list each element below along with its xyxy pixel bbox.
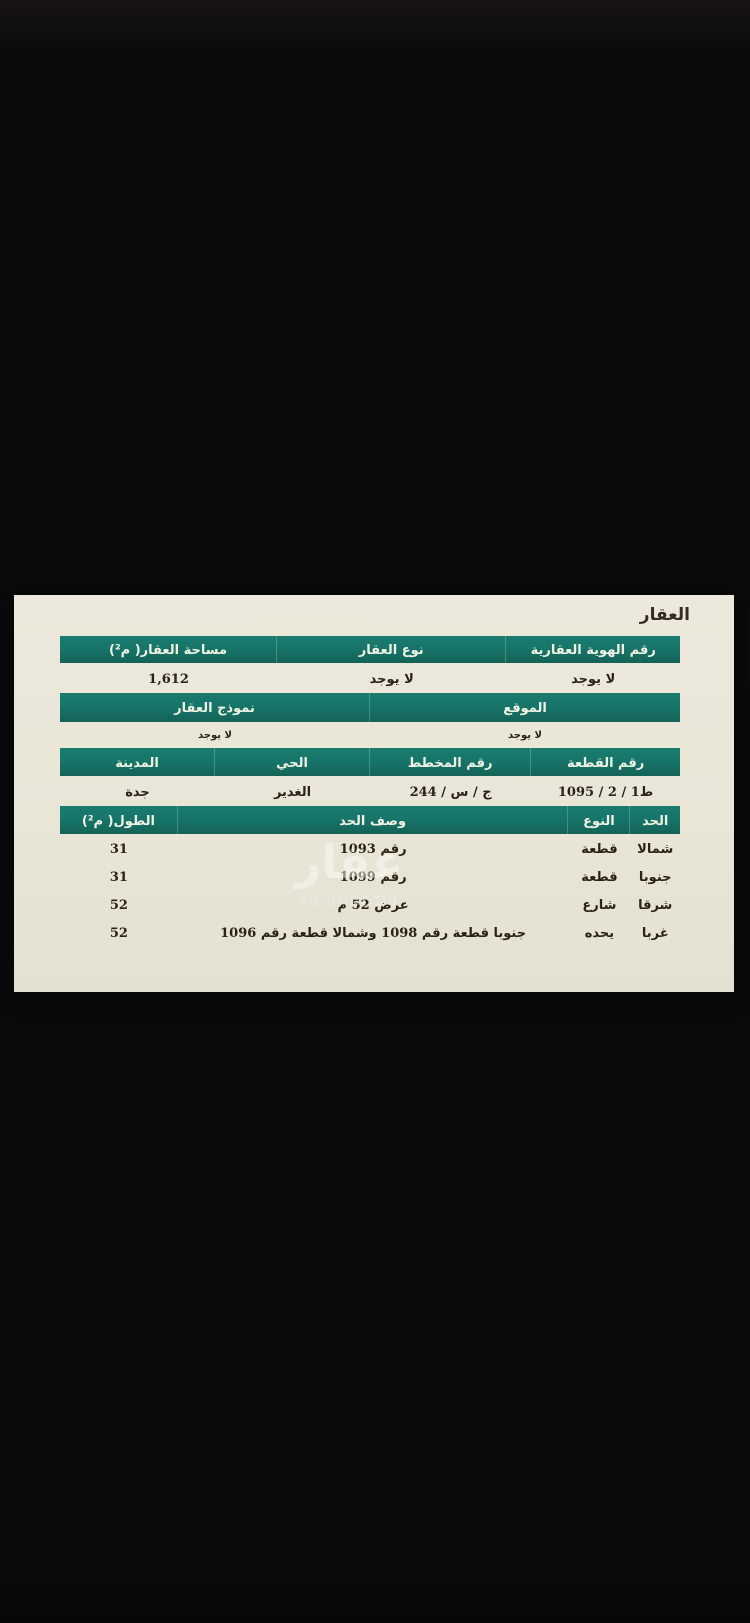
boundary-row-north: شمالا قطعة رقم 1093 31 [60,834,680,862]
boundary-description: رقم 1099 [339,869,407,885]
boundaries-header-row: الحد النوع وصف الحد الطول( م²) [60,806,680,834]
tables-container: رقم الهوية العقارية نوع العقار مساحة الع… [60,636,680,946]
value-plan-number: ج / س / 244 [409,784,492,800]
boundary-side: غربا [641,925,669,941]
plot-values-row: ط1 / 2 / 1095 ج / س / 244 الغدير جدة [60,776,680,806]
boundary-description: رقم 1093 [339,841,407,857]
boundary-row-south: جنوبا قطعة رقم 1099 31 [60,862,680,890]
location-values-row: لا يوجد لا يوجد [60,722,680,748]
property-document: العقار رقم الهوية العقارية نوع العقار مس… [14,595,734,992]
header-district: الحي [215,748,371,776]
value-city: جدة [125,784,150,800]
value-property-model: لا يوجد [198,730,232,741]
value-district: الغدير [273,784,312,800]
header-property-model: نموذج العقار [60,693,370,722]
boundary-type: يحده [584,925,615,941]
boundary-type: قطعة [581,869,618,885]
value-property-type: لا يوجد [369,671,414,687]
value-identity-number: لا يوجد [571,671,616,687]
boundary-side: شمالا [637,841,674,857]
boundary-length: 31 [109,841,128,857]
boundary-side: شرقا [638,897,673,913]
boundary-description: عرض 52 م [337,897,409,913]
boundary-row-east: شرقا شارع عرض 52 م 52 [60,890,680,918]
header-boundary-description: وصف الحد [178,806,569,834]
header-plot-number: رقم القطعة [566,755,645,771]
boundary-length: 31 [109,869,128,885]
boundary-type: قطعة [581,841,618,857]
header-plan-number: رقم المخطط [370,748,532,776]
boundary-type: شارع [582,897,617,913]
header-boundary-length: الطول( م²) [60,806,178,834]
boundary-description: جنوبا قطعة رقم 1098 وشمالا قطعة رقم 1096 [220,925,527,941]
header-property-type: نوع العقار [277,636,507,663]
identity-header-row: رقم الهوية العقارية نوع العقار مساحة الع… [60,636,680,663]
header-location: الموقع [503,701,547,716]
boundary-row-west: غربا يحده جنوبا قطعة رقم 1098 وشمالا قطع… [60,918,680,946]
identity-values-row: لا يوجد لا يوجد 1,612 [60,663,680,693]
boundary-length: 52 [109,925,128,941]
location-header-row: الموقع نموذج العقار [60,693,680,722]
value-property-area: 1,612 [148,671,189,687]
document-title: العقار [639,605,690,625]
header-identity-number: رقم الهوية العقارية [530,643,656,658]
header-city: المدينة [60,748,216,776]
boundary-length: 52 [109,897,128,913]
header-boundary: الحد [642,813,669,829]
header-property-area: مساحة العقار( م²) [60,636,278,663]
boundary-side: جنوبا [638,869,672,885]
value-location: لا يوجد [508,730,542,741]
header-boundary-type: النوع [568,806,631,834]
value-plot-number: ط1 / 2 / 1095 [557,784,654,800]
plot-header-row: رقم القطعة رقم المخطط الحي المدينة [60,748,680,776]
